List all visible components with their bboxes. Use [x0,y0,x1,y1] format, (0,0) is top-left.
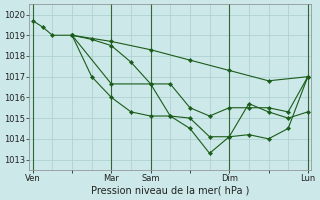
X-axis label: Pression niveau de la mer( hPa ): Pression niveau de la mer( hPa ) [91,186,250,196]
